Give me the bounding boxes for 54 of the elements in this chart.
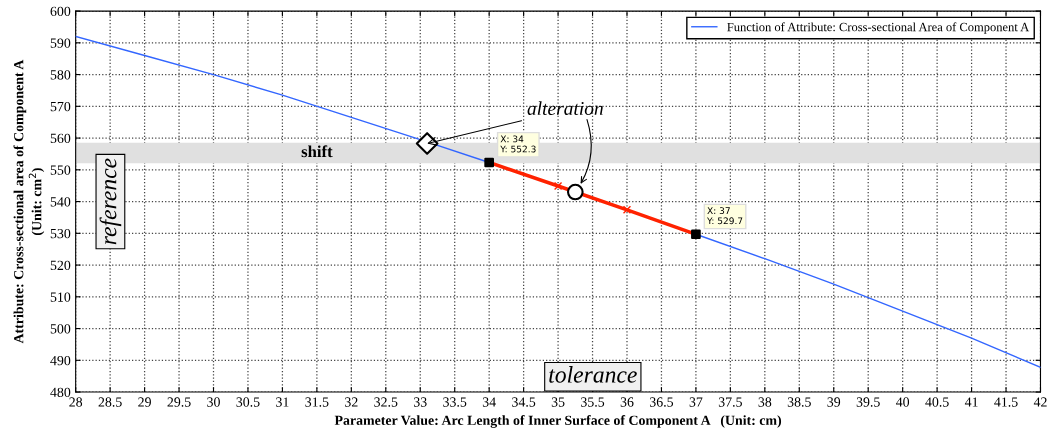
x-tick-label: 28.5 bbox=[98, 397, 122, 407]
y-tick-label: 490 bbox=[50, 355, 71, 366]
y-tick-label: 480 bbox=[50, 387, 71, 398]
x-tick-label: 42 bbox=[1033, 397, 1047, 407]
y-tick-label: 570 bbox=[50, 101, 71, 112]
x-tick-label: 41.5 bbox=[994, 397, 1018, 407]
x-tick-label: 36 bbox=[620, 397, 634, 407]
x-tick-label: 33 bbox=[413, 397, 427, 407]
x-tick-label: 39.5 bbox=[856, 397, 880, 407]
x-tick-label: 30.5 bbox=[236, 397, 260, 407]
y-tick-label: 510 bbox=[50, 292, 71, 302]
annotation: tolerance bbox=[549, 366, 637, 383]
x-tick-label: 31.5 bbox=[305, 397, 329, 407]
y-tick-label: 500 bbox=[50, 324, 71, 334]
x-tick-label: 34.5 bbox=[512, 397, 536, 407]
x-tick-label: 31 bbox=[276, 397, 289, 407]
x-tick-label: 36.5 bbox=[649, 397, 674, 407]
y-axis-title: Attribute: Cross-sectional area of Component A (Unit: cm$^{2}$) bbox=[13, 59, 45, 344]
x-tick-label: 33.5 bbox=[443, 397, 467, 407]
x-tick-label: 28 bbox=[69, 397, 83, 407]
x-tick-label: 35.5 bbox=[581, 397, 605, 407]
annotation: X: 34 Y: 552.3 bbox=[500, 135, 536, 153]
x-tick-label: 29.5 bbox=[167, 397, 191, 407]
x-tick-label: 38 bbox=[758, 397, 772, 407]
point bbox=[622, 205, 632, 214]
y-tick-label: 550 bbox=[50, 165, 71, 175]
y-tick-label: 540 bbox=[50, 197, 71, 207]
x-tick-label: 37.5 bbox=[718, 397, 742, 407]
x-tick-label: 34 bbox=[482, 397, 496, 407]
x-tick-label: 38.5 bbox=[787, 397, 811, 407]
x-axis-title: Parameter Value: Arc Length of Inner Surface of Component A (Unit: cm) bbox=[334, 415, 782, 428]
x-tick-label: 41 bbox=[964, 397, 978, 407]
y-tick-label: 590 bbox=[50, 38, 71, 48]
point bbox=[566, 183, 584, 201]
x-tick-label: 32 bbox=[345, 397, 358, 407]
x-tick-label: 40.5 bbox=[925, 397, 949, 407]
annotation: alteration bbox=[527, 101, 603, 116]
y-tick-label: 600 bbox=[50, 6, 71, 17]
x-tick-label: 37 bbox=[689, 397, 703, 407]
x-tick-label: 35 bbox=[551, 397, 565, 407]
x-tick-label: 40 bbox=[895, 397, 910, 407]
y-tick-label: 580 bbox=[50, 70, 71, 80]
y-tick-label: 560 bbox=[50, 133, 71, 144]
x-tick-label: 32.5 bbox=[374, 397, 398, 407]
legend-label: Function of Attribute: Cross-sectional Area of Component A bbox=[727, 22, 1030, 34]
x-tick-label: 30 bbox=[207, 397, 220, 407]
x-tick-label: 39 bbox=[827, 397, 841, 407]
point bbox=[553, 181, 563, 191]
annotation: X: 37 Y: 529.7 bbox=[707, 207, 743, 225]
annotation: reference bbox=[99, 158, 122, 245]
x-tick-label: 29 bbox=[138, 397, 151, 407]
band-label: shift bbox=[301, 145, 333, 158]
y-tick-label: 520 bbox=[50, 260, 71, 271]
y-tick-label: 530 bbox=[50, 228, 71, 239]
